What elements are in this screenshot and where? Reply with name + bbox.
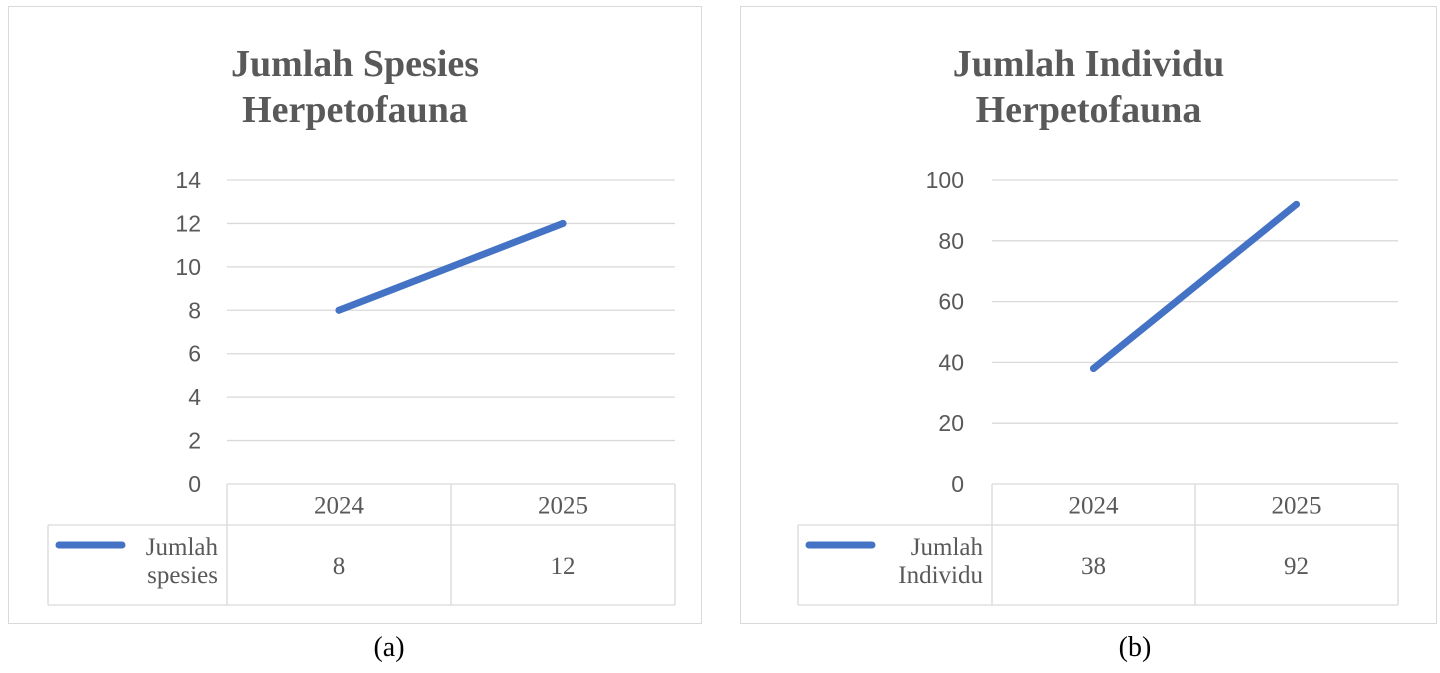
- y-tick-label: 40: [938, 349, 964, 375]
- data-point: [1090, 364, 1097, 372]
- y-tick-label: 20: [938, 410, 964, 436]
- legend-series-name: Jumlah: [911, 534, 984, 561]
- legend-series-name: spesies: [147, 562, 218, 589]
- data-table-value: 12: [551, 553, 576, 580]
- data-table-value: 38: [1081, 553, 1106, 580]
- figure-caption-a: (a): [373, 632, 405, 663]
- y-tick-label: 6: [188, 341, 201, 367]
- series-line: [335, 219, 567, 314]
- figure-caption-b: (b): [1118, 632, 1152, 663]
- chart-title-line-1: Jumlah Individu: [952, 43, 1225, 85]
- data-table-value: 92: [1284, 553, 1309, 580]
- chart-panel-a: Jumlah Spesies Herpetofauna 0 2 4 6 8 10 12 14 2…: [8, 6, 702, 624]
- y-tick-label: 14: [175, 167, 201, 193]
- series-line: [1090, 200, 1300, 372]
- y-tick-label: 60: [938, 289, 964, 315]
- chart-title: Jumlah Individu Herpetofauna: [741, 41, 1436, 133]
- y-tick-label: 8: [188, 297, 201, 323]
- legend-series-name: Individu: [898, 562, 983, 589]
- x-category-label: 2024: [1069, 493, 1120, 520]
- data-point: [335, 306, 343, 314]
- y-tick-label: 2: [188, 428, 201, 454]
- y-tick-label: 12: [175, 210, 201, 236]
- y-tick-label: 100: [926, 167, 964, 193]
- x-category-label: 2024: [314, 493, 365, 520]
- chart-title: Jumlah Spesies Herpetofauna: [9, 41, 701, 133]
- chart-title-line-2: Herpetofauna: [242, 89, 468, 131]
- x-category-label: 2025: [538, 493, 588, 520]
- y-tick-label: 0: [188, 471, 201, 497]
- data-point: [1293, 200, 1300, 208]
- chart-title-line-2: Herpetofauna: [975, 89, 1202, 131]
- data-table-value: 8: [333, 553, 346, 580]
- y-tick-label: 80: [938, 228, 964, 254]
- legend-series-name: Jumlah: [146, 534, 219, 561]
- chart-panel-b: Jumlah Individu Herpetofauna 0 20 40 60 80 10…: [740, 6, 1437, 624]
- y-tick-label: 10: [175, 254, 201, 280]
- data-point: [559, 219, 567, 227]
- y-tick-label: 4: [188, 384, 201, 410]
- chart-title-line-1: Jumlah Spesies: [230, 43, 480, 85]
- x-category-label: 2025: [1272, 493, 1322, 520]
- y-tick-label: 0: [951, 471, 964, 497]
